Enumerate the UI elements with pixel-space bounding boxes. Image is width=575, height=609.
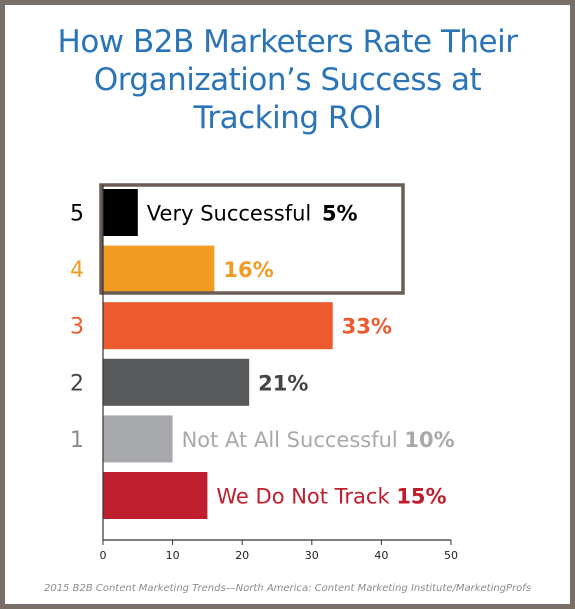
- bar: [103, 415, 173, 463]
- chart-title-line-1: How B2B Marketers Rate Their: [57, 24, 518, 60]
- chart-title-line-3: Tracking ROI: [193, 100, 383, 136]
- source-note: 2015 B2B Content Marketing Trends—North …: [43, 583, 532, 594]
- x-tick-label: 40: [374, 549, 388, 562]
- bar-label-group: 33%: [342, 315, 392, 339]
- bar-label-group: Not At All Successful 10%: [182, 428, 455, 452]
- data-label: 10%: [404, 428, 454, 452]
- bar-label: Not At All Successful: [182, 428, 405, 452]
- x-tick-label: 0: [100, 549, 107, 562]
- bar: [103, 358, 250, 406]
- bar-label-group: 16%: [223, 258, 273, 282]
- bar: [103, 245, 215, 293]
- data-label: 21%: [258, 371, 308, 395]
- chart-card: How B2B Marketers Rate Their Organizatio…: [5, 5, 570, 604]
- data-label: 15%: [396, 485, 446, 509]
- data-label: 16%: [223, 258, 273, 282]
- bar-chart: 5 Very Successful 5% 4 16% 3 33% 2 21% 1 Not At A…: [70, 183, 458, 562]
- category-label: 5: [70, 202, 84, 227]
- x-tick-label: 20: [235, 549, 249, 562]
- chart-title: How B2B Marketers Rate Their Organizatio…: [5, 23, 570, 137]
- highlight-box: [99, 183, 405, 295]
- x-tick-label: 50: [444, 549, 458, 562]
- data-label: 33%: [342, 315, 392, 339]
- bar-label-group: We Do Not Track 15%: [216, 485, 446, 509]
- bar-label-group: 21%: [258, 371, 308, 395]
- category-label: 4: [70, 258, 84, 283]
- category-label: 1: [70, 428, 84, 453]
- bar: [103, 189, 138, 236]
- bar-label: We Do Not Track: [216, 485, 396, 509]
- x-tick-label: 10: [166, 549, 180, 562]
- x-tick-label: 30: [305, 549, 319, 562]
- category-label: 3: [70, 315, 84, 340]
- chart-title-line-2: Organization’s Success at: [93, 62, 482, 98]
- bar-label-group: Very Successful 5%: [147, 202, 358, 226]
- category-label: 2: [70, 371, 84, 396]
- bar: [103, 472, 208, 519]
- bar-label: Very Successful: [147, 202, 318, 226]
- bar: [103, 302, 333, 350]
- data-label: 5%: [322, 202, 358, 226]
